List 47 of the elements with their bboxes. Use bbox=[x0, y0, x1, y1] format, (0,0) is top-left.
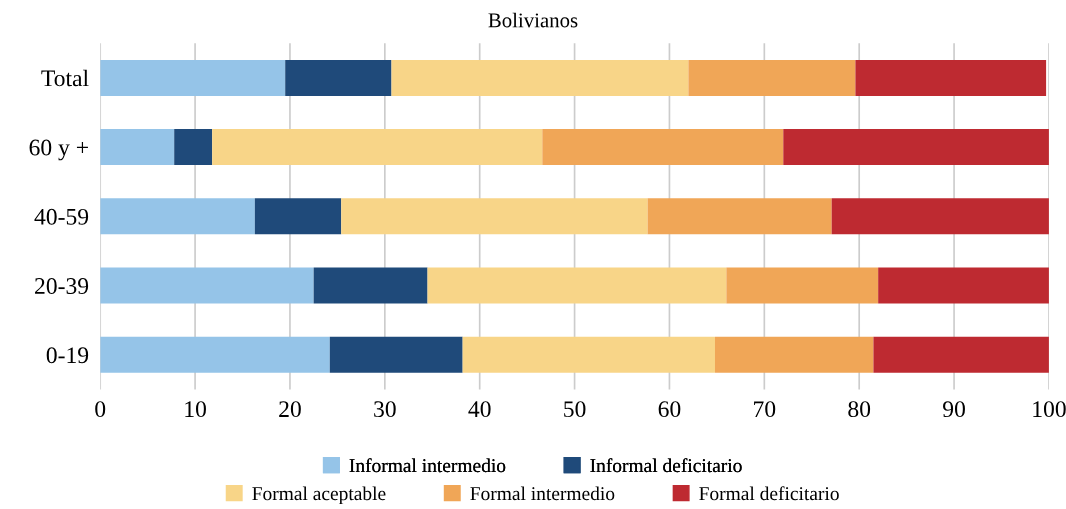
chart-title: Bolivianos bbox=[488, 12, 578, 28]
bar bbox=[341, 198, 648, 235]
bar bbox=[100, 59, 286, 96]
x-tick-label: 20 bbox=[279, 401, 301, 418]
y-tick-label: 40-59 bbox=[34, 208, 89, 225]
bar bbox=[688, 59, 856, 96]
x-tick-label: 40 bbox=[468, 401, 491, 418]
bar bbox=[831, 198, 1049, 235]
x-tick-label: 60 bbox=[658, 401, 681, 418]
x-tick-label: 100 bbox=[1033, 401, 1066, 418]
legend-label: Formal intermedio bbox=[470, 486, 615, 501]
bar bbox=[174, 129, 213, 166]
bar bbox=[873, 336, 1049, 373]
x-tick-label: 80 bbox=[848, 401, 871, 418]
bar bbox=[726, 267, 879, 304]
y-tick-label: Total bbox=[41, 69, 89, 87]
legend-label: Formal aceptable bbox=[252, 486, 386, 505]
x-tick-label: 90 bbox=[943, 401, 965, 418]
bar bbox=[254, 198, 342, 235]
bar bbox=[714, 336, 874, 373]
x-tick-label: 30 bbox=[374, 401, 396, 418]
y-tick-label: 20-39 bbox=[35, 278, 89, 294]
bar bbox=[647, 198, 832, 235]
x-tick-label: 50 bbox=[564, 401, 586, 418]
bar bbox=[462, 336, 715, 373]
y-tick-label: 0-19 bbox=[46, 347, 89, 364]
bar bbox=[391, 59, 689, 96]
y-tick-label: 60 y + bbox=[29, 139, 88, 161]
bar bbox=[212, 129, 543, 166]
x-tick-label: 70 bbox=[754, 401, 776, 418]
bar bbox=[783, 129, 1049, 166]
bar bbox=[100, 198, 255, 235]
bar bbox=[329, 336, 463, 373]
legend-label: Informal deficitario bbox=[590, 458, 742, 473]
bar bbox=[542, 129, 784, 166]
x-tick-label: 10 bbox=[185, 401, 206, 418]
legend-label: Formal deficitario bbox=[699, 486, 839, 501]
bar bbox=[100, 336, 330, 373]
bar bbox=[878, 267, 1049, 304]
bar bbox=[855, 59, 1047, 96]
bar bbox=[427, 267, 727, 304]
bar bbox=[313, 267, 428, 304]
x-tick-label: 0 bbox=[95, 401, 106, 418]
legend-label: Informal intermedio bbox=[349, 458, 506, 473]
bar bbox=[100, 129, 175, 166]
bar bbox=[285, 59, 392, 96]
bar bbox=[100, 267, 314, 304]
